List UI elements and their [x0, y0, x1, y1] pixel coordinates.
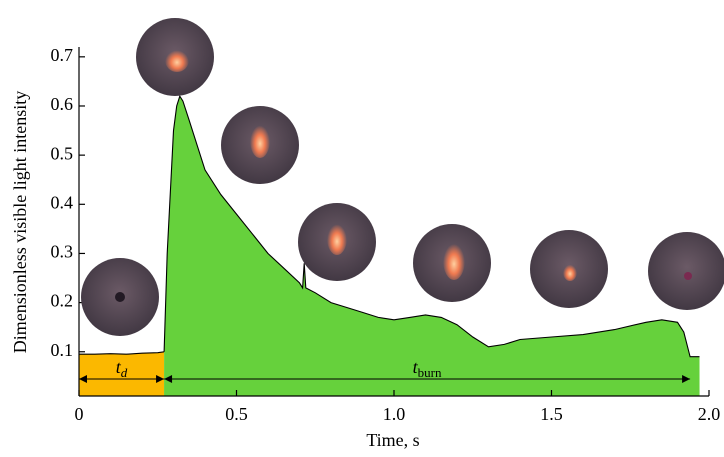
photo-flame — [563, 263, 577, 281]
y-tick-label: 0.1 — [51, 340, 74, 360]
photo-flame — [327, 221, 347, 255]
photo-flame — [250, 122, 270, 158]
x-axis-label: Time, s — [366, 430, 419, 450]
photo-sample — [684, 272, 692, 280]
x-tick-label: 1.0 — [383, 404, 406, 424]
x-tick-label: 1.5 — [540, 404, 563, 424]
y-tick-label: 0.7 — [51, 45, 74, 65]
y-tick-label: 0.4 — [51, 192, 74, 212]
y-tick-label: 0.3 — [51, 242, 74, 262]
x-tick-label: 0.5 — [225, 404, 248, 424]
x-tick-label: 2.0 — [698, 404, 721, 424]
photo-sample — [115, 292, 125, 302]
y-tick-label: 0.2 — [51, 291, 74, 311]
y-axis-label: Dimensionless visible light intensity — [10, 91, 30, 354]
y-tick-label: 0.5 — [51, 143, 74, 163]
span-label-sub: d — [121, 365, 128, 380]
photo — [648, 232, 724, 310]
span-label-sub: burn — [418, 365, 442, 380]
chart: 0.10.20.30.40.50.60.700.51.01.52.0tdtbur… — [0, 0, 724, 457]
y-tick-label: 0.6 — [51, 94, 74, 114]
photo-flame — [443, 240, 465, 280]
x-tick-label: 0 — [75, 404, 84, 424]
photo-flame — [165, 48, 189, 72]
